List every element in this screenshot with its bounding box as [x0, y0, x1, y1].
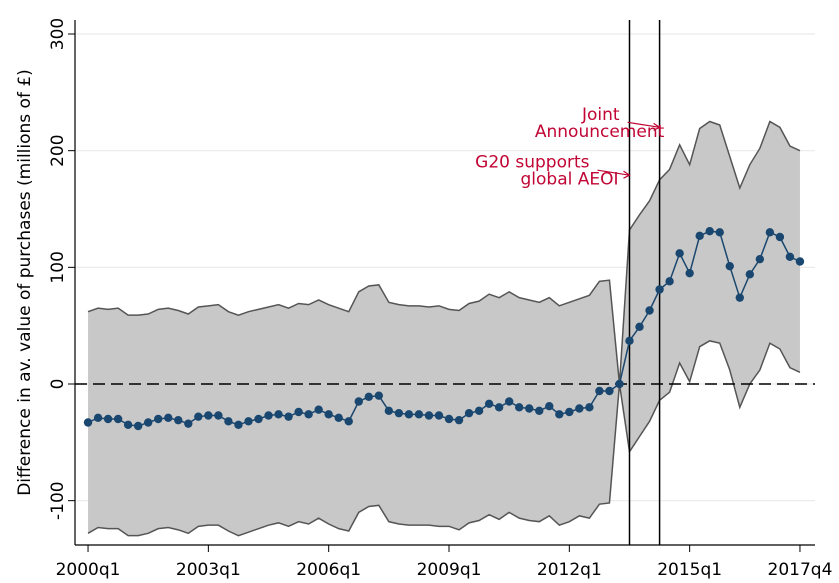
arrow-head — [623, 170, 631, 179]
estimate-point — [595, 386, 604, 396]
estimate-point — [555, 410, 564, 419]
x-tick-label: 2015q1 — [657, 560, 722, 580]
estimate-point — [133, 421, 143, 431]
y-tick-label: -100 — [48, 481, 68, 520]
estimate-point — [715, 228, 724, 237]
estimate-point — [725, 261, 734, 271]
confidence-band — [88, 121, 800, 536]
estimate-point — [615, 379, 624, 389]
estimate-point — [474, 406, 484, 416]
estimate-point — [244, 417, 253, 426]
annotation-arrow — [627, 121, 660, 128]
estimate-point — [655, 285, 664, 294]
annotation-text: global AEOI — [520, 170, 618, 190]
estimate-point — [454, 415, 464, 425]
annotation-text: Announcement — [535, 122, 665, 142]
estimate-point — [695, 231, 704, 241]
estimate-point — [675, 249, 684, 258]
estimate-point — [103, 414, 113, 424]
y-tick-label: 200 — [48, 134, 68, 166]
estimate-point — [685, 268, 694, 278]
estimate-point — [83, 418, 93, 427]
estimate-point — [545, 401, 554, 411]
x-tick-label: 2003q1 — [176, 560, 241, 580]
estimate-point — [625, 336, 634, 346]
x-tick-label: 2006q1 — [296, 560, 361, 580]
estimate-point — [294, 407, 303, 417]
estimate-point — [334, 413, 343, 423]
estimate-point — [174, 415, 183, 425]
estimate-point — [515, 403, 524, 412]
estimate-point — [164, 413, 173, 423]
estimate-point — [93, 413, 103, 423]
annotation-text: Joint — [581, 105, 620, 125]
x-tick-label: 2012q1 — [537, 560, 602, 580]
estimate-point — [123, 420, 133, 430]
estimate-point — [284, 412, 293, 421]
estimate-point — [143, 418, 153, 427]
estimate-point — [254, 414, 263, 424]
x-tick-label: 2017q4 — [768, 560, 833, 580]
estimate-point — [304, 410, 313, 419]
estimate-point — [434, 411, 444, 420]
estimate-point — [775, 232, 785, 242]
estimate-point — [565, 407, 574, 417]
estimate-point — [795, 257, 805, 266]
estimate-point — [665, 277, 674, 286]
estimate-point — [314, 405, 323, 414]
estimate-point — [274, 410, 283, 419]
estimate-point — [705, 226, 714, 236]
annotation-text: G20 supports — [475, 153, 589, 173]
x-tick-label: 2009q1 — [417, 560, 482, 580]
y-tick-label: 100 — [48, 251, 68, 283]
estimate-point — [585, 403, 594, 412]
upper-bound — [87, 120, 801, 385]
estimate-point — [364, 392, 373, 402]
estimate-point — [354, 397, 363, 406]
lower-bound — [87, 340, 801, 537]
estimate-point — [374, 391, 384, 400]
annotation-arrow — [597, 169, 630, 176]
y-tick-label: 0 — [48, 379, 68, 390]
estimate-point — [735, 293, 744, 302]
x-tick-label: 2000q1 — [56, 560, 121, 580]
estimate-point — [575, 404, 584, 413]
estimate-point — [194, 412, 203, 421]
estimate-point — [414, 410, 424, 419]
estimate-point — [214, 411, 223, 420]
estimate-point — [504, 397, 514, 406]
estimate-point — [484, 399, 494, 409]
estimate-point — [755, 254, 765, 264]
estimate-point — [464, 408, 474, 418]
y-axis-title: Difference in av. value of purchases (mi… — [15, 69, 35, 496]
estimate-point — [204, 411, 213, 420]
estimate-point — [184, 419, 193, 428]
estimate-point — [525, 404, 534, 413]
estimate-point — [344, 417, 353, 426]
estimate-point — [394, 408, 404, 418]
estimate-point — [324, 410, 333, 419]
estimate-point — [154, 414, 163, 424]
estimate-point — [444, 414, 454, 424]
estimate-point — [745, 270, 755, 279]
y-tick-label: 300 — [48, 18, 68, 50]
estimate-point — [645, 306, 654, 315]
estimate-point — [494, 403, 504, 412]
arrow-head — [653, 122, 661, 131]
estimate-point — [234, 420, 243, 430]
estimate-point — [535, 406, 544, 416]
estimate-point — [224, 417, 233, 426]
estimate-point — [264, 411, 273, 420]
estimate-point — [785, 252, 795, 262]
estimate-point — [635, 322, 644, 332]
estimate-point — [404, 410, 414, 419]
estimate-point — [113, 414, 123, 424]
estimate-point — [384, 406, 394, 416]
estimate-point — [765, 228, 775, 237]
estimate-point — [424, 411, 434, 420]
estimate-point — [605, 386, 614, 396]
